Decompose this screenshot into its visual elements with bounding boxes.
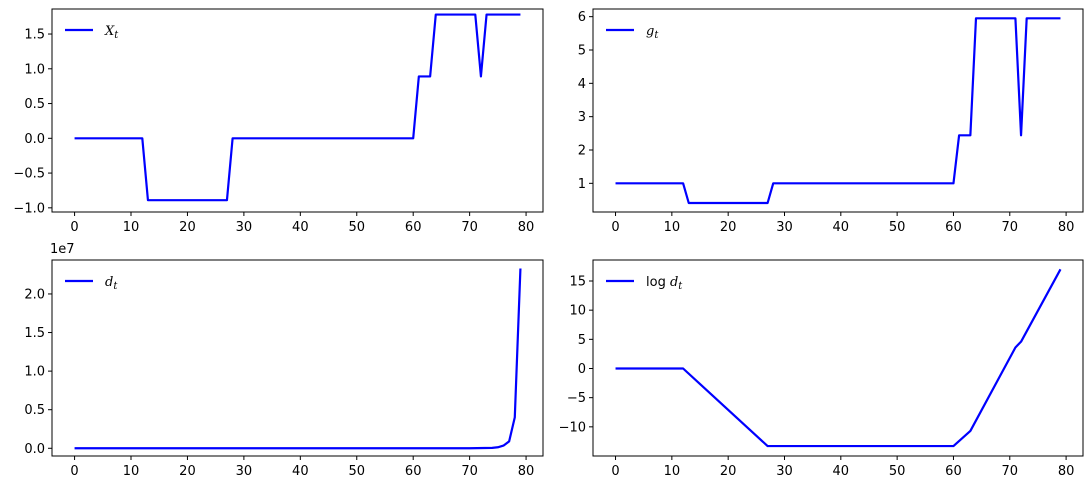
x-tick-label: 20 bbox=[720, 464, 737, 479]
x-tick-label: 60 bbox=[945, 464, 962, 479]
x-tick-label: 40 bbox=[833, 464, 850, 479]
y-tick-label: 15 bbox=[569, 275, 586, 290]
x-tick-label: 70 bbox=[1002, 464, 1019, 479]
x-tick-label: 30 bbox=[776, 220, 793, 235]
chart-panel-2: 0 10 20 30 40 50 60 70 80 1 2 3 4 5 6 gt bbox=[578, 8, 1084, 235]
x-tick-label: 40 bbox=[833, 220, 850, 235]
x-tick-label: 30 bbox=[236, 464, 253, 479]
y-tick-label: 2 bbox=[578, 144, 586, 159]
y-tick-label: −10 bbox=[559, 420, 586, 435]
y-tick-label: 0.5 bbox=[24, 97, 45, 112]
series-line bbox=[74, 268, 522, 450]
x-tick-label: 40 bbox=[292, 220, 309, 235]
chart-panel-1: 0 10 20 30 40 50 60 70 80 −1.0 −0.5 0.0 0.5 1.0 1.5 Xt bbox=[13, 8, 544, 235]
y-tick-label: 6 bbox=[578, 10, 586, 25]
x-tick-label: 80 bbox=[1058, 220, 1075, 235]
x-tick-label: 70 bbox=[1002, 220, 1019, 235]
y-tick-label: 5 bbox=[578, 44, 586, 59]
x-tick-label: 70 bbox=[461, 464, 478, 479]
x-tick-label: 80 bbox=[1058, 464, 1075, 479]
x-tick-label: 10 bbox=[123, 220, 140, 235]
x-tick-label: 50 bbox=[348, 464, 365, 479]
y-tick-label: 5 bbox=[578, 333, 586, 348]
chart-panel-3: 0 10 20 30 40 50 60 70 80 0.0 0.5 1.0 1.5 2.0 1e7 dt bbox=[24, 242, 544, 479]
y-tick-label: 1.0 bbox=[24, 365, 45, 380]
y-tick-label: 1 bbox=[578, 177, 586, 192]
x-tick-label: 0 bbox=[611, 220, 619, 235]
y-offset-label: 1e7 bbox=[50, 242, 75, 257]
x-tick-label: 50 bbox=[348, 220, 365, 235]
x-tick-label: 30 bbox=[776, 464, 793, 479]
x-tick-label: 0 bbox=[611, 464, 619, 479]
legend-label: gt bbox=[646, 24, 659, 41]
x-tick-label: 10 bbox=[664, 464, 681, 479]
y-tick-label: 0 bbox=[578, 362, 586, 377]
x-tick-label: 60 bbox=[405, 220, 422, 235]
x-tick-label: 0 bbox=[70, 464, 78, 479]
y-tick-label: 1.5 bbox=[24, 326, 45, 341]
legend-label: Xt bbox=[104, 24, 119, 41]
series-line bbox=[615, 268, 1062, 448]
x-tick-label: 60 bbox=[405, 464, 422, 479]
x-tick-label: 80 bbox=[518, 220, 535, 235]
x-tick-label: 0 bbox=[70, 220, 78, 235]
x-tick-label: 20 bbox=[720, 220, 737, 235]
x-tick-label: 10 bbox=[123, 464, 140, 479]
y-tick-label: 2.0 bbox=[24, 287, 45, 302]
y-tick-label: 10 bbox=[569, 304, 586, 319]
y-tick-label: −5 bbox=[567, 391, 586, 406]
x-tick-label: 30 bbox=[236, 220, 253, 235]
y-tick-label: 0.0 bbox=[24, 442, 45, 457]
y-tick-label: −0.5 bbox=[13, 167, 45, 182]
x-tick-label: 50 bbox=[889, 220, 906, 235]
legend-label: log dt bbox=[646, 275, 683, 292]
x-tick-label: 20 bbox=[179, 220, 196, 235]
x-tick-label: 20 bbox=[179, 464, 196, 479]
x-tick-label: 70 bbox=[461, 220, 478, 235]
series-line bbox=[74, 13, 521, 202]
y-tick-label: −1.0 bbox=[13, 201, 45, 216]
x-tick-label: 40 bbox=[292, 464, 309, 479]
axes-frame bbox=[51, 259, 544, 457]
axes-frame bbox=[592, 259, 1084, 457]
axes-frame bbox=[592, 8, 1084, 213]
y-tick-label: 1.5 bbox=[24, 28, 45, 43]
y-tick-label: 1.0 bbox=[24, 62, 45, 77]
y-tick-label: 0.0 bbox=[24, 132, 45, 147]
x-tick-label: 80 bbox=[518, 464, 535, 479]
legend-label: dt bbox=[105, 275, 118, 292]
chart-panel-4: 0 10 20 30 40 50 60 70 80 −10 −5 0 5 10 15 log dt bbox=[559, 259, 1084, 479]
y-tick-label: 3 bbox=[578, 110, 586, 125]
series-line bbox=[615, 17, 1061, 205]
axes-frame bbox=[51, 8, 544, 213]
y-tick-label: 4 bbox=[578, 77, 586, 92]
x-tick-label: 50 bbox=[889, 464, 906, 479]
y-tick-label: 0.5 bbox=[24, 403, 45, 418]
x-tick-label: 10 bbox=[664, 220, 681, 235]
x-tick-label: 60 bbox=[945, 220, 962, 235]
